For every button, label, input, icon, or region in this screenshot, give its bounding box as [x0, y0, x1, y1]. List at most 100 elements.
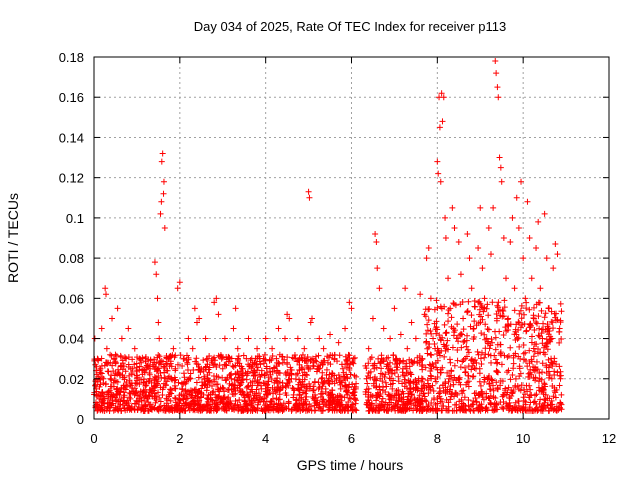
background-point: [310, 387, 317, 394]
background-point: [504, 316, 511, 323]
background-point: [459, 358, 466, 365]
background-point: [537, 396, 544, 403]
background-point: [505, 367, 512, 374]
background-point: [234, 359, 241, 366]
background-point: [499, 404, 506, 411]
background-point: [377, 390, 384, 397]
background-point: [545, 374, 552, 381]
background-point: [200, 357, 207, 364]
data-point: [166, 391, 173, 398]
background-point: [303, 393, 310, 400]
data-point: [262, 335, 269, 342]
background-point: [104, 368, 111, 375]
background-point: [528, 339, 535, 346]
data-point: [306, 194, 313, 201]
y-tick-label: 0.08: [59, 251, 84, 266]
background-point: [479, 393, 486, 400]
background-point: [302, 390, 309, 397]
data-point: [198, 365, 205, 372]
background-point: [215, 352, 222, 359]
data-point: [421, 311, 428, 318]
background-point: [118, 384, 125, 391]
background-point: [341, 383, 348, 390]
background-point: [234, 401, 241, 408]
background-point: [391, 392, 398, 399]
background-point: [117, 352, 124, 359]
background-point: [107, 375, 114, 382]
background-point: [412, 384, 419, 391]
background-point: [480, 308, 487, 315]
background-point: [261, 395, 268, 402]
background-point: [557, 300, 564, 307]
background-point: [451, 362, 458, 369]
data-point: [335, 339, 342, 346]
background-point: [428, 330, 435, 337]
background-point: [464, 346, 471, 353]
background-point: [439, 334, 446, 341]
background-point: [99, 388, 106, 395]
background-point: [547, 336, 554, 343]
data-point: [269, 345, 276, 352]
background-point: [415, 375, 422, 382]
background-point: [425, 317, 432, 324]
background-point: [488, 359, 495, 366]
background-point: [548, 318, 555, 325]
background-point: [154, 380, 161, 387]
background-point: [432, 378, 439, 385]
x-tick-label: 6: [348, 431, 355, 446]
background-point: [98, 406, 105, 413]
background-point: [486, 345, 493, 352]
background-point: [346, 365, 353, 372]
background-point: [323, 366, 330, 373]
background-point: [535, 350, 542, 357]
background-point: [447, 359, 454, 366]
data-point: [384, 365, 391, 372]
background-point: [256, 396, 263, 403]
background-point: [460, 338, 467, 345]
background-point: [535, 332, 542, 339]
background-point: [489, 299, 496, 306]
background-point: [516, 310, 523, 317]
background-point: [294, 385, 301, 392]
background-point: [276, 351, 283, 358]
background-point: [504, 369, 511, 376]
x-axis-label: GPS time / hours: [297, 457, 404, 473]
background-point: [214, 381, 221, 388]
background-point: [331, 372, 338, 379]
background-point: [145, 399, 152, 406]
background-point: [422, 306, 429, 313]
background-point: [255, 399, 262, 406]
background-point: [254, 380, 261, 387]
background-point: [209, 355, 216, 362]
data-point: [483, 335, 490, 342]
data-point: [378, 355, 385, 362]
background-point: [511, 307, 518, 314]
background-point: [442, 379, 449, 386]
data-point: [294, 335, 301, 342]
background-point: [223, 376, 230, 383]
background-point: [134, 398, 141, 405]
data-point: [172, 365, 179, 372]
background-point: [558, 308, 565, 315]
background-point: [519, 321, 526, 328]
background-point: [407, 400, 414, 407]
background-point: [114, 398, 121, 405]
background-point: [273, 370, 280, 377]
background-point: [542, 351, 549, 358]
data-point: [105, 391, 112, 398]
background-point: [167, 386, 174, 393]
background-point: [494, 386, 501, 393]
data-point: [213, 295, 220, 302]
background-point: [515, 398, 522, 405]
background-point: [437, 352, 444, 359]
data-point: [333, 375, 340, 382]
background-point: [313, 402, 320, 409]
data-point: [178, 385, 185, 392]
background-point: [195, 389, 202, 396]
background-point: [199, 407, 206, 414]
background-point: [546, 372, 553, 379]
background-point: [473, 398, 480, 405]
data-point: [373, 239, 380, 246]
background-point: [318, 359, 325, 366]
data-point: [140, 379, 147, 386]
